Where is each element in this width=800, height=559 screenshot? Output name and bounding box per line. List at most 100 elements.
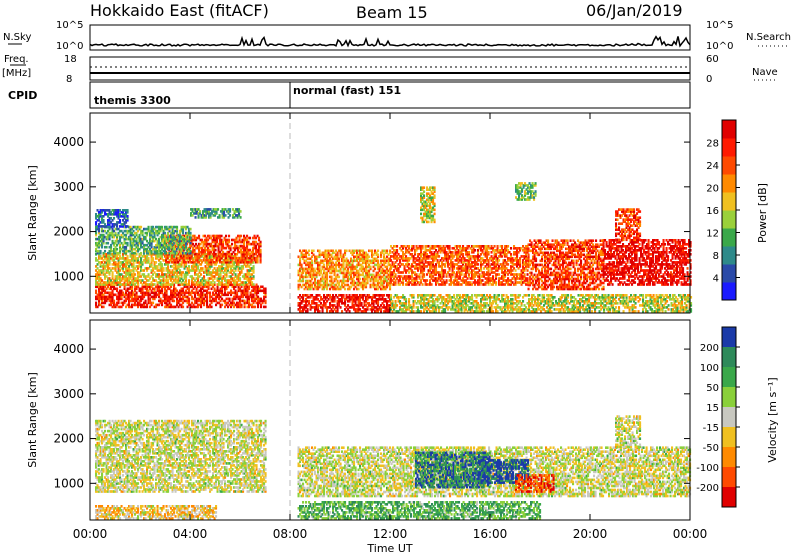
data-cell: [215, 253, 217, 256]
data-cell: [116, 288, 118, 291]
data-cell: [377, 254, 379, 257]
data-cell: [103, 219, 105, 222]
freq-tick-top: 18: [64, 54, 77, 65]
nsearch-tick-top: 10^5: [706, 20, 733, 31]
data-cell: [190, 250, 192, 253]
data-cell: [104, 250, 106, 253]
data-cell: [228, 235, 230, 238]
data-cell: [311, 260, 313, 263]
nave-tick-bottom: 0: [706, 74, 712, 85]
nave-label: Nave: [752, 67, 778, 78]
data-cell: [231, 243, 233, 246]
data-cell: [161, 263, 163, 266]
data-cell: [140, 252, 142, 255]
data-cell: [116, 248, 118, 251]
data-cell: [253, 265, 255, 268]
data-cell: [253, 275, 255, 278]
data-cell: [200, 273, 202, 276]
data-cell: [313, 250, 315, 253]
data-cell: [444, 269, 446, 272]
data-cell: [474, 249, 476, 252]
data-cell: [431, 283, 433, 286]
cpid-segment-2: normal (fast) 151: [293, 84, 401, 97]
data-cell: [198, 235, 200, 238]
cpid-strip: CPID themis 3300 normal (fast) 151: [8, 82, 690, 108]
data-cell: [413, 245, 415, 248]
data-cell: [308, 250, 310, 253]
data-cell: [103, 306, 105, 309]
data-cell: [340, 306, 342, 309]
data-cell: [449, 245, 451, 248]
data-cell: [377, 260, 379, 263]
data-cell: [113, 217, 115, 220]
data-cell: [265, 288, 267, 291]
data-cell: [154, 283, 156, 286]
data-cell: [230, 261, 232, 264]
nave-tick-top: 60: [706, 54, 719, 65]
data-cell: [241, 286, 243, 289]
data-cell: [340, 250, 342, 253]
data-cell: [422, 283, 424, 286]
data-cell: [127, 255, 129, 258]
data-cell: [446, 279, 448, 282]
cpid-segment-1: themis 3300: [94, 94, 171, 107]
data-cell: [349, 310, 351, 313]
data-cell: [127, 225, 129, 228]
data-cell: [188, 298, 190, 301]
data-cell: [140, 226, 142, 229]
data-cell: [254, 306, 256, 309]
data-cell: [170, 286, 172, 289]
data-cell: [228, 239, 230, 242]
nsearch-tick-bottom: 10^0: [706, 41, 733, 52]
data-cell: [396, 249, 398, 252]
data-cell: [249, 237, 251, 240]
nsky-strip: N.Sky 10^5 10^0 10^5 10^0 N.Search: [3, 20, 791, 52]
data-cell: [155, 261, 157, 264]
data-cell: [176, 252, 178, 255]
data-cell: [131, 286, 133, 289]
data-cell: [215, 249, 217, 252]
data-cell: [106, 246, 108, 249]
data-cell: [100, 250, 102, 253]
data-cell: [422, 245, 424, 248]
data-cell: [202, 267, 204, 270]
data-cell: [377, 250, 379, 253]
data-cell: [260, 241, 262, 244]
data-cell: [265, 306, 267, 309]
data-cell: [95, 290, 97, 293]
data-cell: [386, 250, 388, 253]
data-cell: [438, 255, 440, 258]
data-cell: [240, 235, 242, 238]
data-cell: [241, 304, 243, 307]
data-cell: [260, 249, 262, 252]
data-cell: [221, 261, 223, 264]
data-cell: [389, 250, 391, 253]
beam-title: Beam 15: [356, 3, 428, 22]
data-cell: [361, 302, 363, 305]
freq-label: Freq.: [4, 54, 29, 65]
data-cell: [145, 300, 147, 303]
data-cell: [346, 250, 348, 253]
data-cell: [211, 306, 213, 309]
data-cell: [319, 310, 321, 313]
data-cell: [221, 235, 223, 238]
data-cell: [323, 264, 325, 267]
data-cell: [227, 259, 229, 262]
data-cell: [107, 242, 109, 245]
data-cell: [95, 302, 97, 305]
data-cell: [112, 271, 114, 274]
data-cell: [371, 250, 373, 253]
data-cell: [185, 261, 187, 264]
data-cell: [188, 265, 190, 268]
freq-tick-bottom: 8: [66, 74, 72, 85]
data-cell: [119, 219, 121, 222]
data-cell: [203, 275, 205, 278]
data-cell: [343, 294, 345, 297]
data-cell: [190, 228, 192, 231]
nsky-tick-bottom: 10^0: [56, 41, 83, 52]
data-cell: [113, 300, 115, 303]
data-cell: [148, 226, 150, 229]
data-cell: [214, 281, 216, 284]
